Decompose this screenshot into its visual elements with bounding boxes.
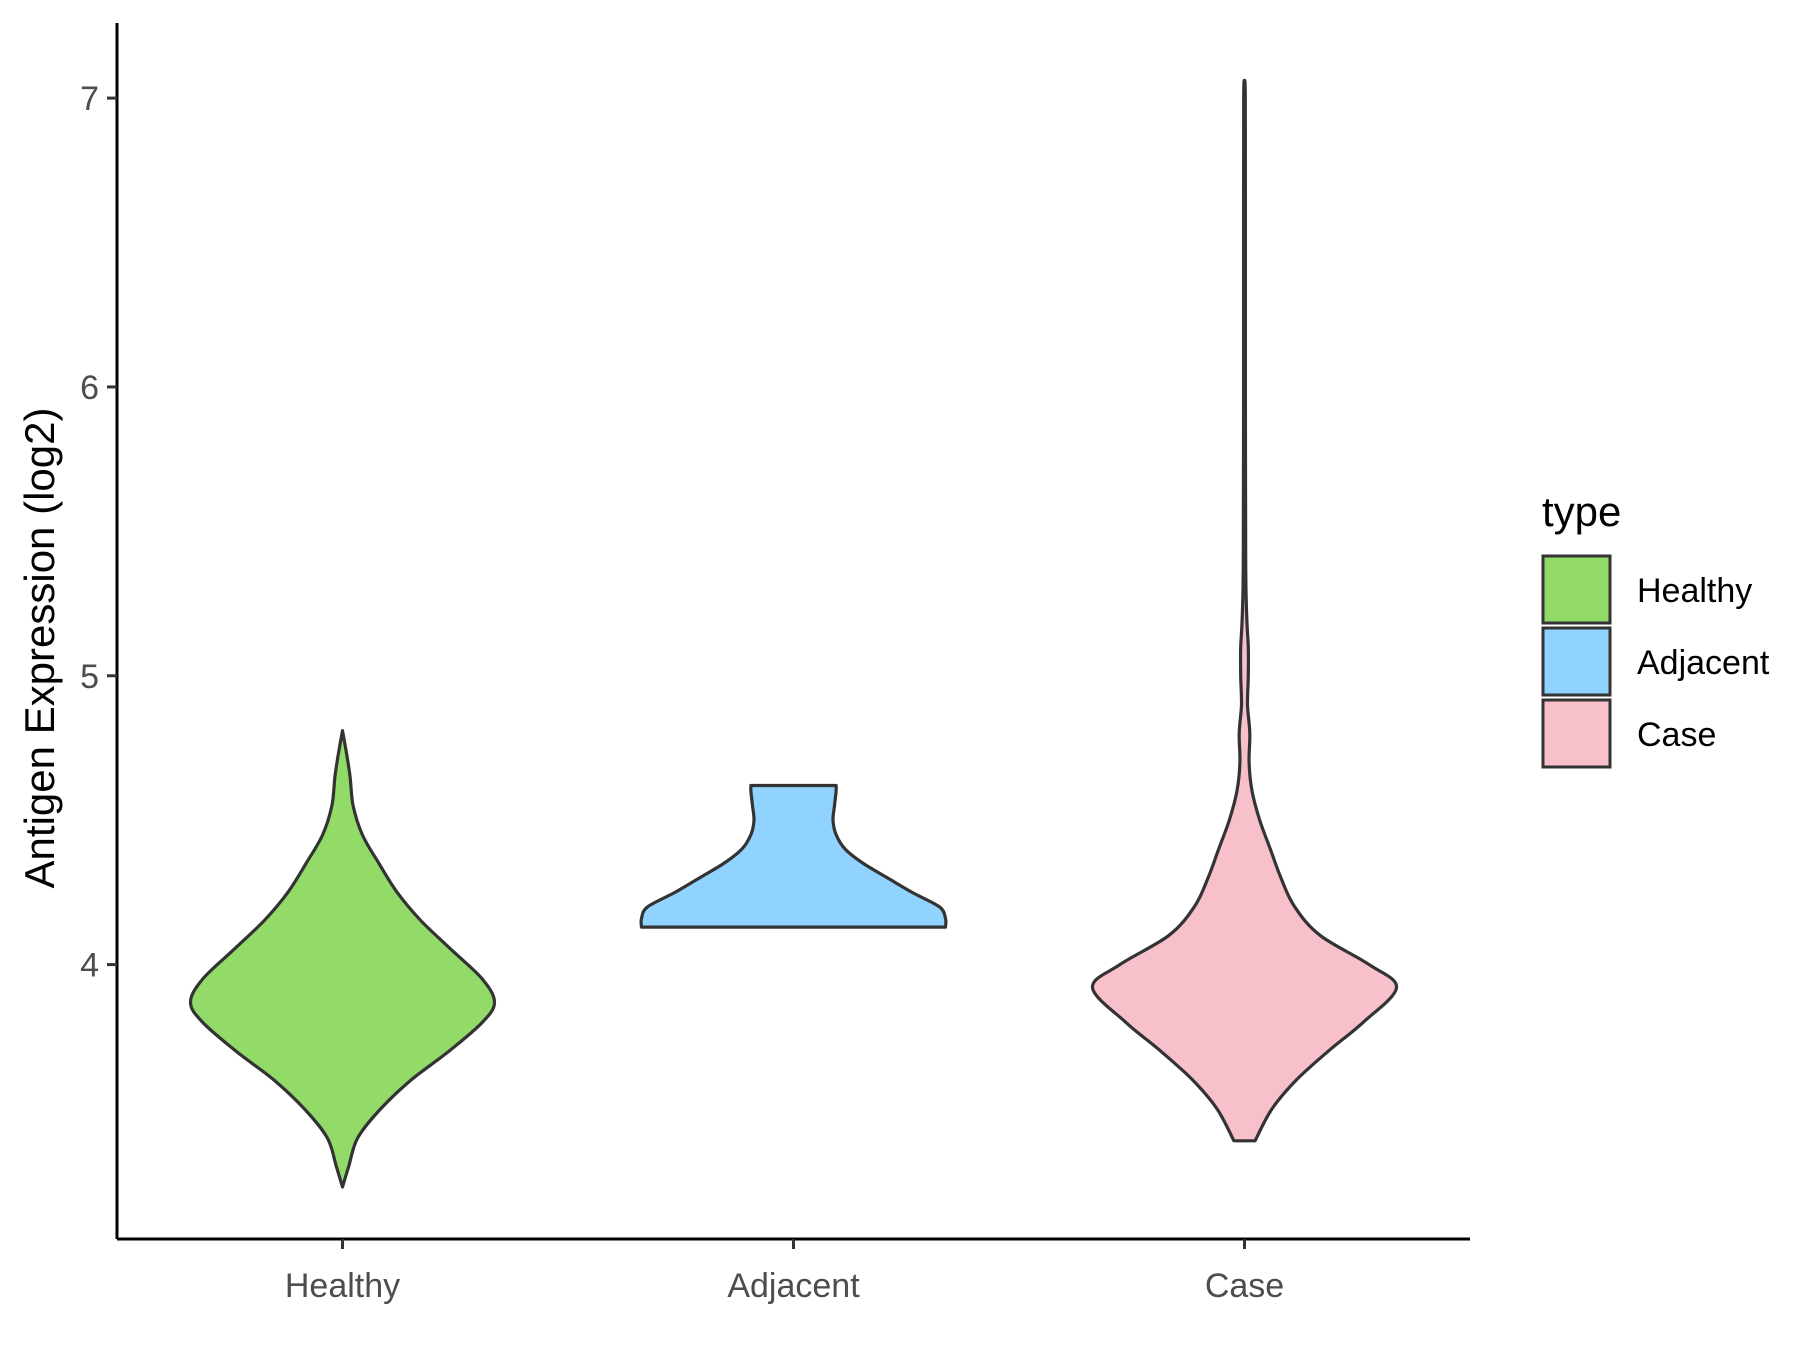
legend-label-case: Case: [1637, 716, 1716, 754]
y-tick-label: 7: [80, 80, 99, 118]
legend-swatch-healthy: [1541, 554, 1612, 625]
legend-swatch-adjacent: [1541, 626, 1612, 697]
violin-adjacent: [639, 783, 948, 929]
y-tick-label: 6: [80, 369, 99, 407]
y-axis-title: Antigen Expression (log2): [16, 408, 63, 889]
y-ticks: 4 5 6 7: [80, 80, 117, 985]
legend: type Healthy Adjacent Case: [1541, 488, 1770, 769]
violins-layer: [188, 78, 1399, 1189]
x-ticks: Healthy Adjacent Case: [285, 1239, 1284, 1305]
legend-swatch-case: [1541, 698, 1612, 769]
legend-label-healthy: Healthy: [1637, 572, 1752, 610]
legend-label-adjacent: Adjacent: [1637, 644, 1770, 682]
legend-entries: Healthy Adjacent Case: [1541, 554, 1770, 769]
x-tick-label: Case: [1205, 1267, 1284, 1305]
x-tick-label: Healthy: [285, 1267, 400, 1305]
violin-healthy: [188, 729, 497, 1189]
y-tick-label: 5: [80, 658, 99, 696]
y-tick-label: 4: [80, 947, 99, 985]
violin-case: [1090, 78, 1399, 1143]
x-tick-label: Adjacent: [727, 1267, 860, 1305]
legend-title: type: [1542, 488, 1621, 535]
